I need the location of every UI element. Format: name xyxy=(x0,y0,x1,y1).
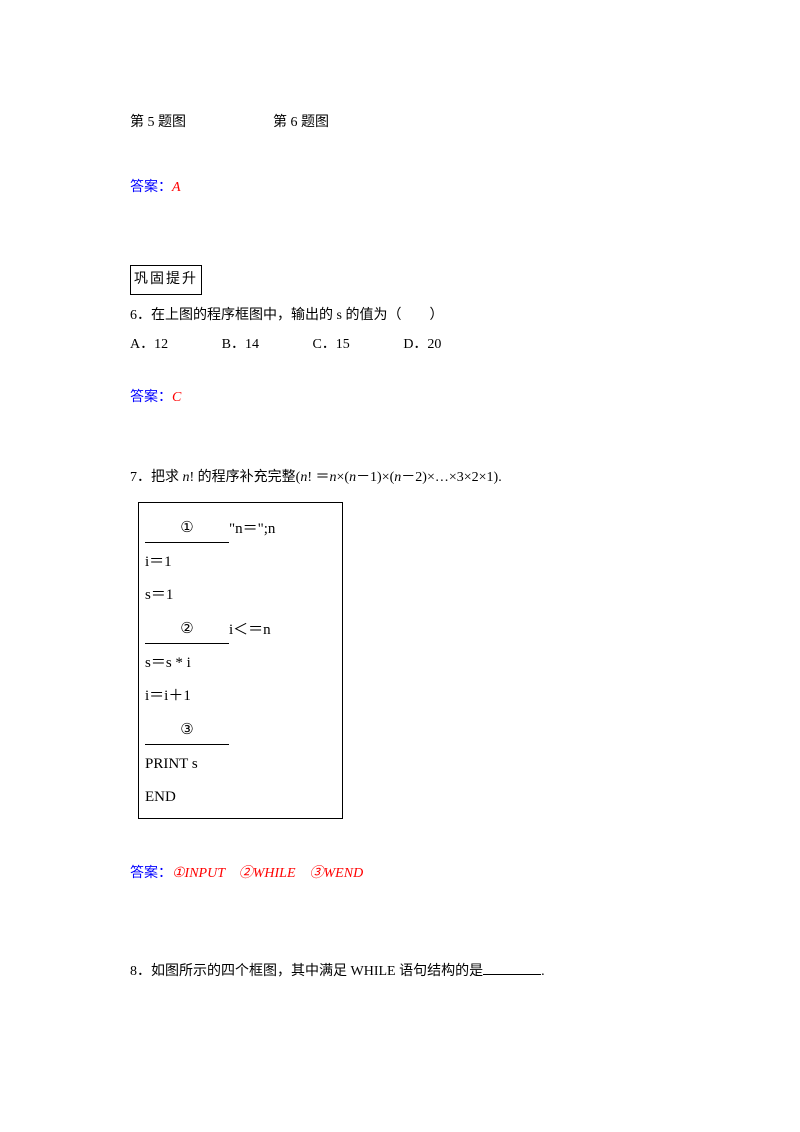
option-b: B．14 xyxy=(222,332,259,357)
code-line-1-suffix: "n＝";n xyxy=(229,521,275,537)
answer-label: 答案： xyxy=(130,180,172,195)
option-c: C．15 xyxy=(312,332,349,357)
code-line-4-suffix: i＜＝n xyxy=(229,622,271,638)
figure-labels: 第 5 题图 第 6 题图 xyxy=(130,110,670,135)
blank-1: ① xyxy=(145,514,229,543)
code-line-4: ② i＜＝n xyxy=(143,612,338,647)
section-header-wrap: 巩固提升 xyxy=(130,265,670,302)
option-d: D．20 xyxy=(403,332,441,357)
option-a: A．12 xyxy=(130,332,168,357)
answer-value: ①INPUT ②WHILE ③WEND xyxy=(172,866,363,881)
answer-value: C xyxy=(172,390,181,405)
q8-prefix: 8．如图所示的四个框图，其中满足 WHILE 语句结构的是 xyxy=(130,964,483,979)
answer-5: 答案：A xyxy=(130,175,670,200)
code-line-9: END xyxy=(143,781,338,814)
q7-suffix: －2)×…×3×2×1). xyxy=(401,470,501,485)
q7-prefix: 7．把求 xyxy=(130,470,183,485)
question-6-options: A．12 B．14 C．15 D．20 xyxy=(130,332,670,357)
question-7: 7．把求 n! 的程序补充完整(n! ＝n×(n－1)×(n－2)×…×3×2×… xyxy=(130,465,670,490)
circled-3: ③ xyxy=(180,721,193,738)
circled-2: ② xyxy=(180,620,193,637)
code-line-3: s＝1 xyxy=(143,579,338,612)
code-line-6: i＝i＋1 xyxy=(143,680,338,713)
q8-suffix: . xyxy=(541,964,545,979)
blank-2: ② xyxy=(145,615,229,644)
code-line-2: i＝1 xyxy=(143,546,338,579)
q7-mid: ! 的程序补充完整( xyxy=(190,470,301,485)
q7-var: n xyxy=(183,470,190,485)
figure-label-5: 第 5 题图 xyxy=(130,115,186,130)
answer-7: 答案：①INPUT ②WHILE ③WEND xyxy=(130,861,670,886)
q7-mid: －1)×( xyxy=(356,470,394,485)
q8-blank xyxy=(483,974,541,975)
question-8: 8．如图所示的四个框图，其中满足 WHILE 语句结构的是. xyxy=(130,959,670,984)
q7-var: n xyxy=(330,470,337,485)
code-box: ① "n＝";n i＝1 s＝1 ② i＜＝n s＝s * i i＝i＋1 ③ PR… xyxy=(138,502,343,819)
q7-var: n xyxy=(349,470,356,485)
answer-label: 答案： xyxy=(130,866,172,881)
code-line-8: PRINT s xyxy=(143,748,338,781)
answer-value: A xyxy=(172,180,181,195)
code-line-7: ③ xyxy=(143,713,338,748)
code-line-1: ① "n＝";n xyxy=(143,511,338,546)
answer-6: 答案：C xyxy=(130,385,670,410)
answer-label: 答案： xyxy=(130,390,172,405)
blank-3: ③ xyxy=(145,716,229,745)
q7-mid: ×( xyxy=(337,470,350,485)
question-6: 6．在上图的程序框图中，输出的 s 的值为（ ） xyxy=(130,303,670,328)
q7-mid: ! ＝ xyxy=(307,470,329,485)
figure-label-6: 第 6 题图 xyxy=(273,115,329,130)
code-line-5: s＝s * i xyxy=(143,647,338,680)
circled-1: ① xyxy=(180,519,193,536)
section-header: 巩固提升 xyxy=(130,265,202,294)
question-6-text: 6．在上图的程序框图中，输出的 s 的值为（ ） xyxy=(130,308,443,323)
